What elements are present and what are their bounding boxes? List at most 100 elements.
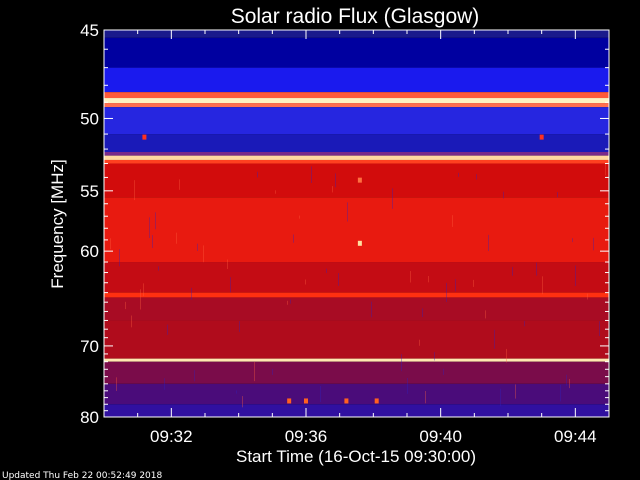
texture-streak [176, 232, 177, 244]
texture-streak [500, 388, 501, 407]
noise-texture [110, 163, 606, 408]
texture-streak [605, 163, 606, 176]
x-tick-label: 09:40 [419, 427, 462, 446]
texture-streak [524, 320, 525, 327]
texture-streak [503, 191, 504, 199]
burst-2 [357, 177, 362, 183]
freq-band-8 [104, 152, 609, 156]
texture-streak [458, 172, 459, 177]
texture-streak [401, 354, 402, 372]
texture-streak [557, 192, 558, 198]
burst-0 [142, 134, 147, 140]
burst-1 [539, 134, 544, 140]
texture-streak [488, 234, 489, 252]
texture-streak [506, 348, 507, 363]
texture-streak [149, 217, 150, 239]
freq-band-15 [104, 297, 609, 321]
texture-streak [299, 215, 300, 219]
texture-streak [275, 190, 276, 194]
freq-band-18 [104, 361, 609, 384]
texture-streak [335, 173, 336, 188]
texture-streak [290, 299, 291, 304]
texture-streak [575, 265, 576, 287]
y-axis-label: Frequency [MHz] [48, 159, 67, 288]
texture-streak [134, 180, 135, 201]
x-axis-label: Start Time (16-Oct-15 09:30:00) [236, 447, 476, 466]
texture-streak [116, 377, 117, 391]
chart-title: Solar radio Flux (Glasgow) [231, 5, 480, 28]
texture-streak [560, 384, 561, 402]
texture-streak [287, 300, 288, 305]
texture-streak [419, 339, 420, 346]
texture-streak [110, 238, 111, 250]
texture-streak [131, 315, 132, 328]
freq-band-5 [104, 103, 609, 108]
texture-streak [326, 268, 327, 274]
texture-streak [587, 293, 588, 300]
freq-band-9 [104, 155, 609, 160]
texture-streak [407, 377, 408, 394]
x-axis: 09:32 09:36 09:40 09:44 [137, 30, 597, 446]
texture-streak [125, 301, 126, 310]
texture-streak [140, 289, 141, 310]
texture-streak [203, 245, 204, 263]
texture-streak [428, 276, 429, 283]
texture-streak [143, 283, 144, 297]
texture-streak [332, 186, 333, 193]
texture-streak [227, 259, 228, 269]
freq-band-7 [104, 134, 609, 153]
texture-streak [320, 386, 321, 403]
texture-streak [371, 301, 372, 318]
texture-streak [293, 234, 294, 243]
freq-band-3 [104, 92, 609, 99]
burst-6 [344, 398, 349, 404]
texture-streak [167, 324, 168, 335]
texture-streak [485, 310, 486, 319]
texture-streak [452, 215, 453, 227]
freq-band-4 [104, 98, 609, 104]
texture-streak [152, 235, 153, 248]
texture-streak [443, 368, 444, 375]
texture-streak [446, 282, 447, 302]
texture-streak [230, 277, 231, 293]
texture-streak [410, 271, 411, 283]
heatmap-area [104, 30, 609, 417]
texture-streak [434, 352, 435, 361]
texture-streak [476, 174, 477, 180]
texture-streak [566, 374, 567, 386]
texture-streak [536, 262, 537, 276]
texture-streak [425, 391, 426, 404]
y-tick-label: 70 [80, 337, 99, 356]
freq-band-19 [104, 383, 609, 405]
texture-streak [593, 237, 594, 251]
texture-streak [305, 279, 306, 285]
y-tick-label: 60 [80, 242, 99, 261]
texture-streak [242, 396, 243, 408]
texture-streak [194, 370, 195, 382]
freq-band-11 [104, 163, 609, 198]
y-tick-label: 45 [80, 21, 99, 40]
texture-streak [392, 188, 393, 209]
texture-streak [455, 279, 456, 292]
x-tick-label: 09:44 [554, 427, 597, 446]
freq-band-12 [104, 197, 609, 263]
texture-streak [494, 329, 495, 349]
texture-streak [311, 166, 312, 183]
updated-timestamp: Updated Thu Feb 22 00:52:49 2018 [2, 471, 163, 480]
freq-band-6 [104, 107, 609, 135]
texture-streak [347, 202, 348, 222]
freq-band-14 [104, 292, 609, 298]
freq-band-1 [104, 37, 609, 68]
texture-streak [254, 361, 255, 382]
y-tick-label: 80 [80, 408, 99, 427]
y-axis: 45 50 55 60 70 80 [80, 21, 609, 427]
texture-streak [473, 279, 474, 287]
texture-streak [239, 320, 240, 332]
texture-streak [158, 266, 159, 271]
texture-streak [191, 287, 192, 300]
freq-band-0 [104, 30, 609, 38]
y-tick-label: 50 [80, 109, 99, 128]
plot-frame [103, 29, 610, 418]
texture-streak [572, 238, 573, 243]
